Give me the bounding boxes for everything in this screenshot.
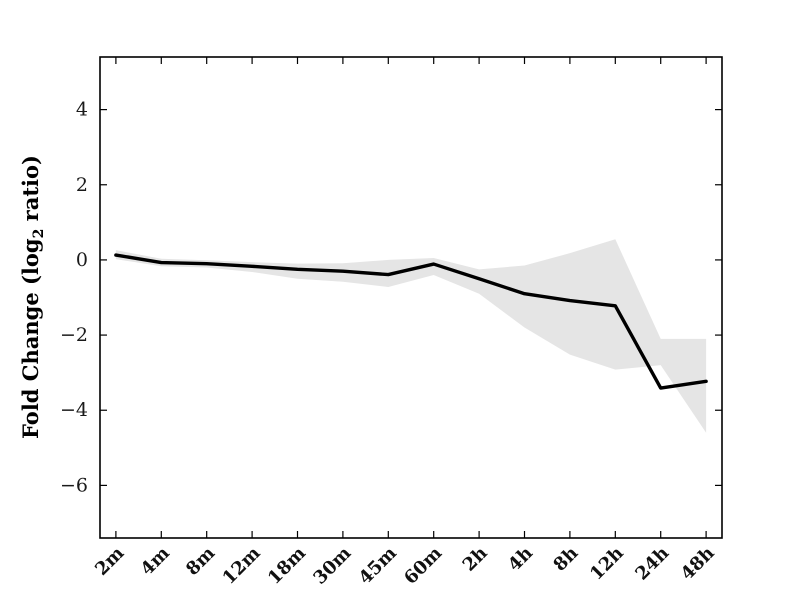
y-axis-title-group: Fold Change (log2 ratio) <box>18 155 47 439</box>
data-series-group <box>114 253 708 390</box>
y-axis-title: Fold Change (log2 ratio) <box>18 155 47 439</box>
y-tick-label: −2 <box>60 324 88 346</box>
y-tick-label: 2 <box>76 174 88 196</box>
y-tick-label: −6 <box>60 474 88 496</box>
variability-band <box>115 239 707 433</box>
y-tick-label: 4 <box>76 99 88 121</box>
y-axis-ticks: 4 2 0 −2 −4 −6 <box>60 99 722 496</box>
variability-band-group <box>115 239 707 433</box>
y-tick-label: 0 <box>76 249 88 271</box>
y-tick-label: −4 <box>60 399 88 421</box>
data-line-mean <box>114 253 708 390</box>
plot-frame <box>99 56 723 539</box>
